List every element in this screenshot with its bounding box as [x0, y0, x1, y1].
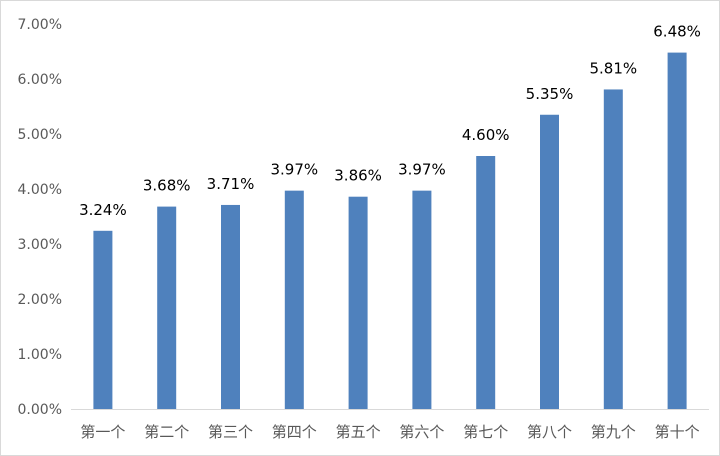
x-tick-label: 第十个 — [655, 423, 700, 441]
x-tick-label: 第六个 — [399, 423, 444, 441]
y-tick-label: 4.00% — [18, 182, 62, 198]
x-tick-label: 第五个 — [336, 423, 381, 441]
bar — [157, 206, 177, 409]
x-tick-label: 第七个 — [463, 423, 508, 441]
data-label: 3.71% — [207, 175, 255, 193]
bar — [476, 156, 496, 409]
bar — [603, 89, 623, 409]
bar — [348, 196, 368, 409]
bars — [93, 52, 687, 409]
bar — [284, 190, 304, 409]
y-tick-label: 5.00% — [18, 127, 62, 143]
y-tick-label: 2.00% — [18, 292, 62, 308]
data-label: 3.24% — [79, 201, 127, 219]
data-label: 5.35% — [526, 85, 574, 103]
x-tick-label: 第四个 — [272, 423, 317, 441]
x-tick-label: 第九个 — [591, 423, 636, 441]
x-tick-label: 第一个 — [80, 423, 125, 441]
data-label: 3.86% — [334, 167, 382, 185]
x-axis-ticks: 第一个 第二个 第三个 第四个 第五个 第六个 第七个 第八个 第九个 第十个 — [80, 423, 699, 441]
bar — [412, 190, 432, 409]
bar — [221, 204, 240, 409]
data-label: 6.48% — [653, 23, 701, 41]
data-label: 5.81% — [589, 59, 637, 77]
y-tick-label: 3.00% — [18, 237, 62, 253]
bar — [93, 230, 113, 409]
data-labels: 3.24% 3.68% 3.71% 3.97% 3.86% 3.97% 4.60% 5.35%… — [79, 23, 701, 219]
x-tick-label: 第三个 — [208, 423, 253, 441]
x-tick-label: 第八个 — [527, 423, 572, 441]
bar — [540, 114, 559, 409]
data-label: 3.68% — [143, 177, 191, 195]
data-label: 3.97% — [398, 161, 446, 179]
bar — [667, 52, 687, 409]
y-tick-label: 0.00% — [18, 402, 62, 418]
y-tick-label: 1.00% — [18, 347, 62, 363]
y-tick-label: 7.00% — [18, 17, 62, 33]
y-tick-label: 6.00% — [18, 72, 62, 88]
data-label: 3.97% — [270, 161, 318, 179]
data-label: 4.60% — [462, 126, 510, 144]
y-axis-ticks: 0.00% 1.00% 2.00% 3.00% 4.00% 5.00% 6.00% 7.00% — [18, 17, 62, 418]
x-tick-label: 第二个 — [144, 423, 189, 441]
